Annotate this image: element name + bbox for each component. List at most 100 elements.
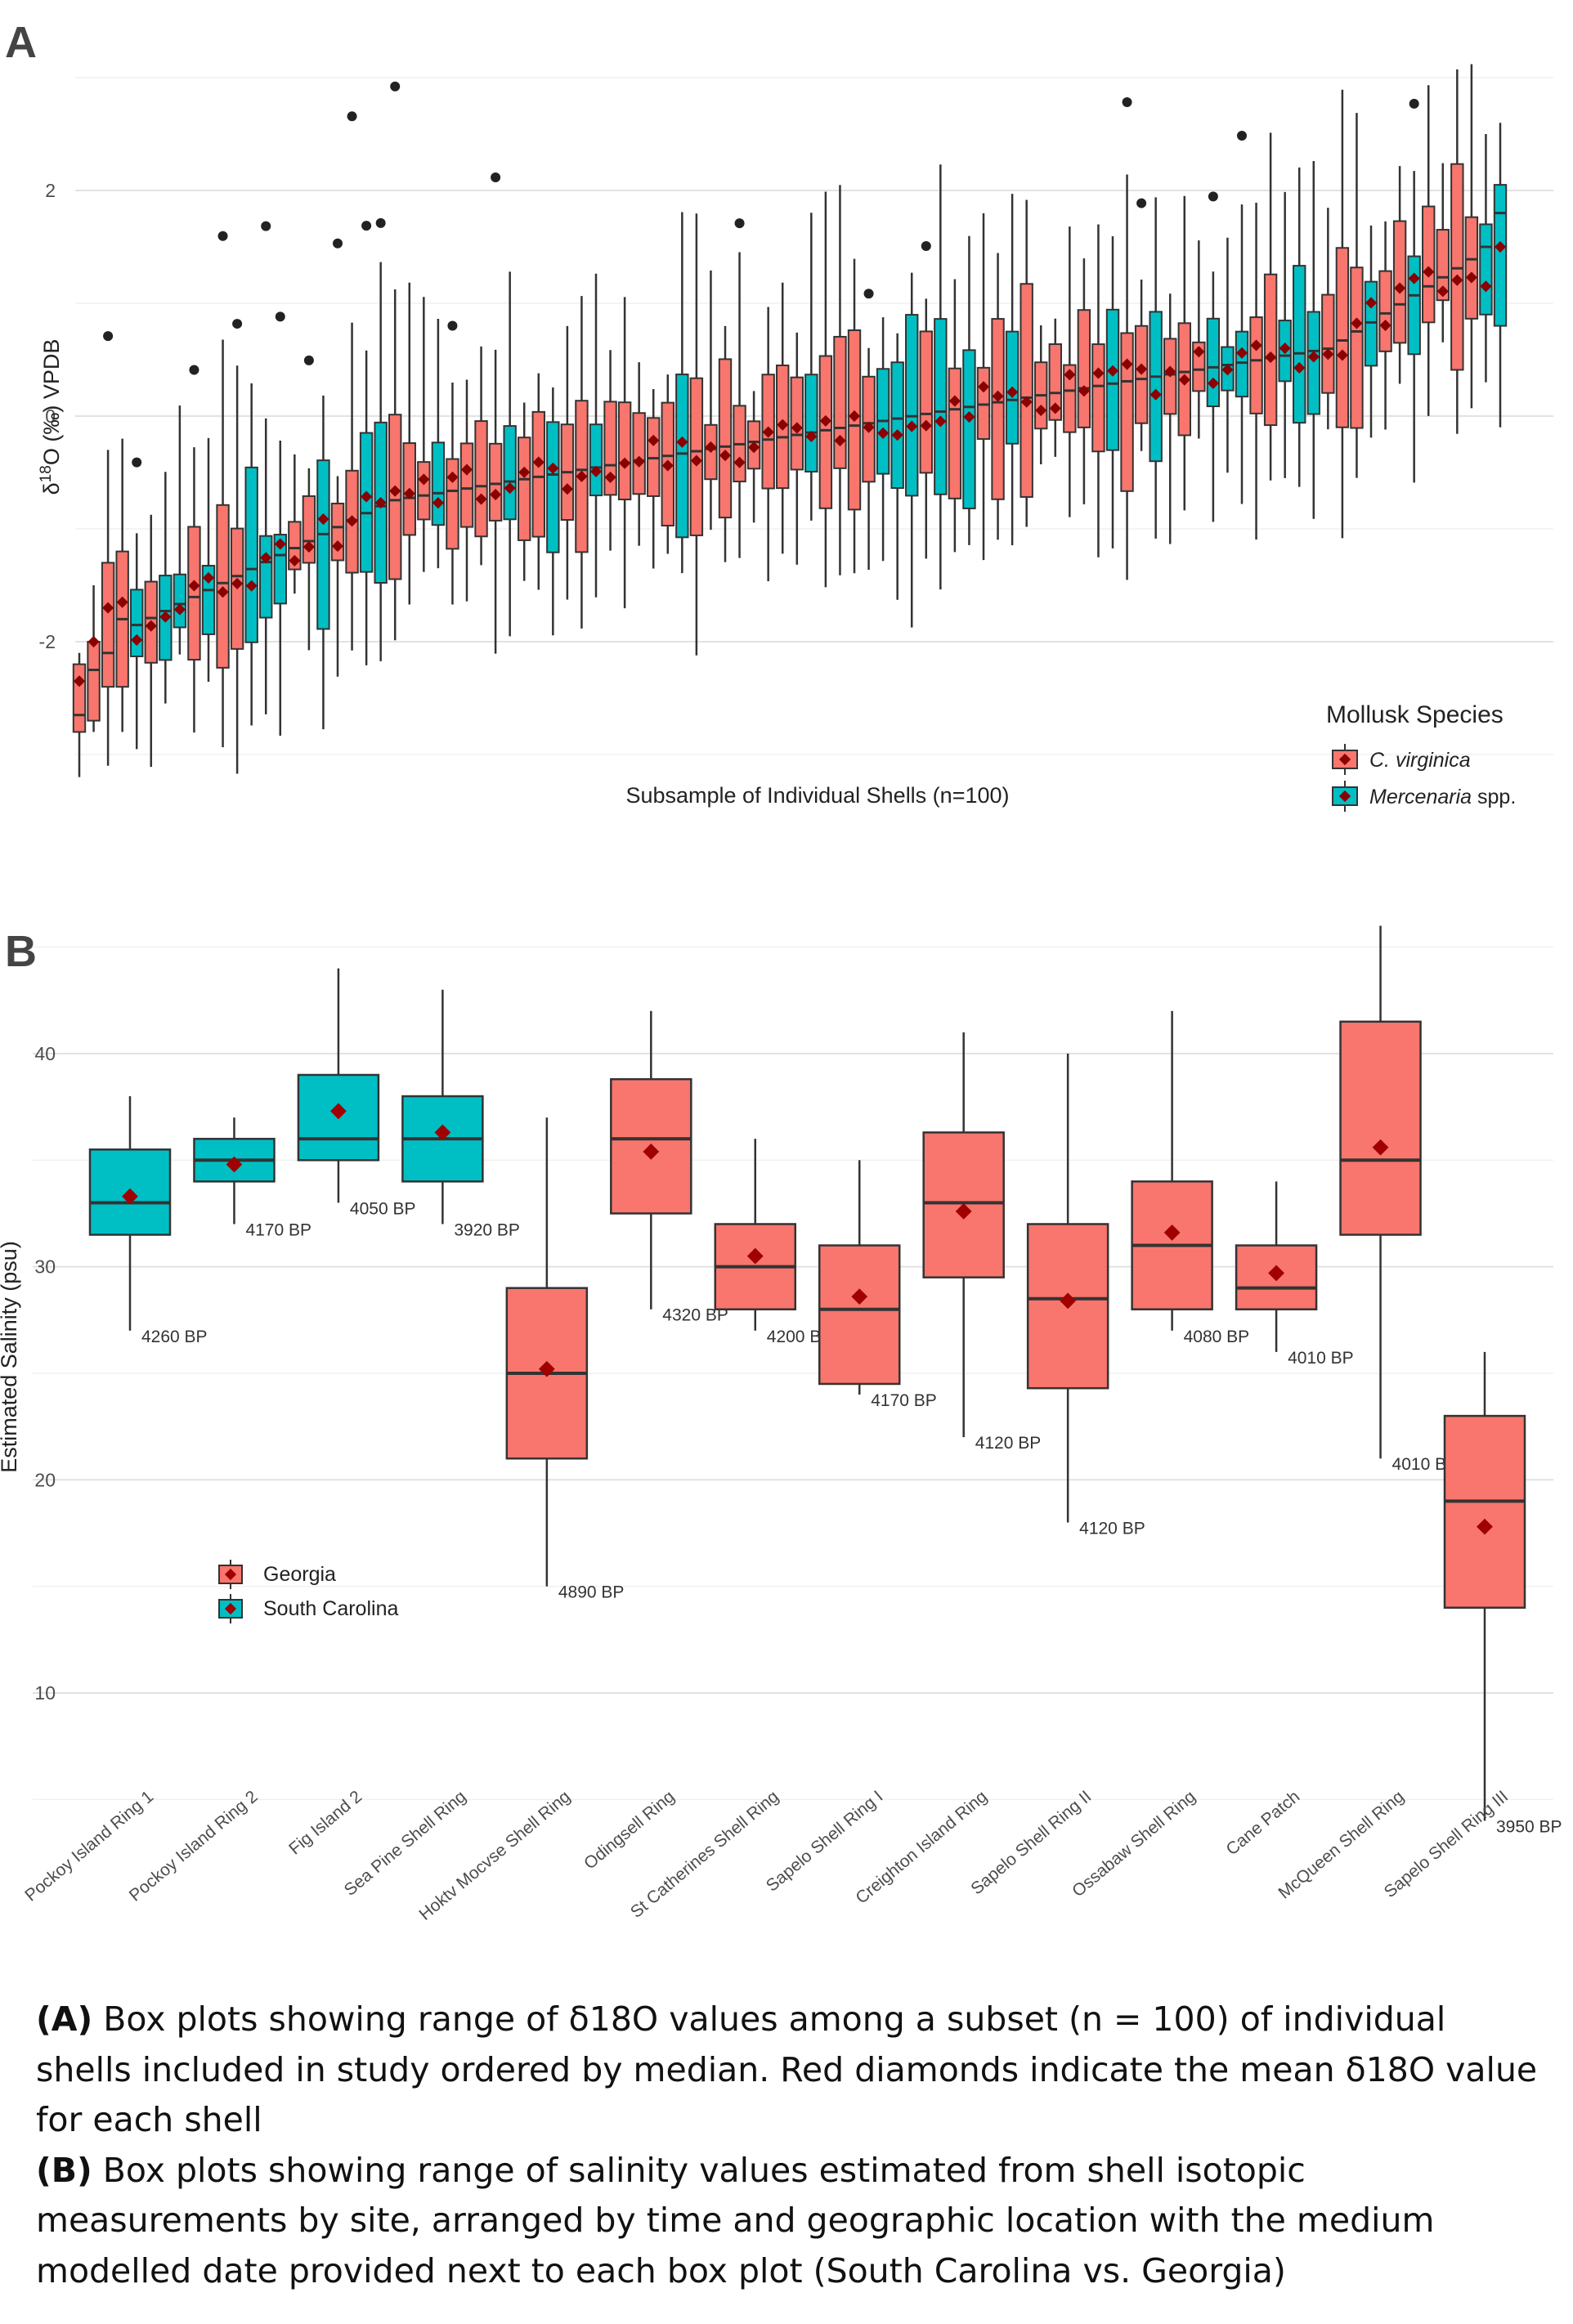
shell-iqr-box [1206, 317, 1221, 408]
shell-box [847, 258, 862, 574]
site-box: 3920 BP [401, 989, 520, 1239]
shell-box [746, 391, 761, 523]
shell-mean-marker [1451, 274, 1463, 286]
shell-mean-marker [1006, 386, 1019, 398]
shell-box [976, 213, 991, 561]
shell-box [589, 273, 603, 598]
shell-box [1192, 240, 1206, 439]
site-date-label: 4320 BP [662, 1306, 728, 1325]
shell-box [1293, 167, 1306, 487]
shell-box [919, 240, 933, 559]
shell-iqr-box [1048, 343, 1062, 421]
shell-mean-marker [432, 497, 444, 509]
shell-mean-marker [977, 381, 990, 393]
shell-mean-marker [173, 603, 186, 616]
shell-box [890, 333, 904, 600]
shell-mean-marker [676, 436, 688, 448]
shell-mean-marker [834, 434, 846, 447]
shell-iqr-box [991, 318, 1005, 500]
shell-box [144, 514, 158, 768]
shell-mean-marker [604, 471, 616, 483]
panel-a: A -2 0 2 δ18O (‰) VPDB Subsample of Indivi… [5, 18, 1553, 812]
shell-box [1479, 134, 1493, 383]
shell-iqr-box [890, 361, 904, 490]
shell-mean-marker [733, 456, 746, 468]
panel-b-boxes: 4260 BP 4170 BP 4050 BP 3920 BP 4890 BP 4320 … [88, 925, 1562, 1836]
shell-box [948, 279, 962, 553]
panel-b: B 10 20 30 40 Estimated Salinity (psu) 4260… [0, 925, 1562, 1924]
shell-mean-marker [361, 490, 373, 503]
shell-outlier [390, 81, 401, 92]
shell-box [1321, 208, 1335, 430]
shell-mean-marker [1078, 385, 1090, 397]
shell-mean-marker [648, 434, 660, 446]
site-mean-marker [643, 1143, 660, 1160]
panel-a-y-ticks: -2 0 2 [39, 180, 56, 652]
shell-box [115, 438, 129, 732]
shell-mean-marker [302, 540, 315, 553]
shell-mean-marker [1394, 282, 1406, 294]
shell-mean-marker [389, 485, 401, 497]
shell-mean-marker [331, 540, 344, 553]
shell-box [159, 472, 173, 704]
shell-mean-marker [446, 471, 459, 483]
shell-mean-marker [1235, 347, 1248, 359]
shell-iqr-box [617, 401, 632, 501]
shell-iqr-box [818, 355, 833, 509]
shell-outlier [261, 221, 271, 231]
shell-box [230, 319, 244, 774]
shell-mean-marker [102, 602, 114, 614]
shell-box [1105, 236, 1120, 549]
shell-mean-marker [877, 427, 890, 439]
shell-box [1221, 237, 1235, 473]
legend-title: Mollusk Species [1326, 701, 1504, 728]
shell-outlier [863, 289, 874, 299]
shell-box [216, 231, 230, 748]
shell-iqr-box [546, 421, 560, 553]
shell-mean-marker [145, 620, 157, 632]
site-date-label: 4890 BP [558, 1583, 625, 1602]
shell-mean-marker [1250, 339, 1262, 352]
shell-box [1206, 191, 1221, 522]
shell-box [675, 212, 689, 574]
shell-mean-marker [518, 466, 531, 478]
site-date-label: 4120 BP [975, 1434, 1042, 1453]
shell-mean-marker [805, 430, 818, 443]
shell-iqr-box [101, 562, 115, 688]
shell-iqr-box [1392, 220, 1407, 344]
site-box: 4890 BP [505, 1117, 625, 1602]
site-box: 4170 BP [818, 1160, 937, 1410]
shell-box [1063, 226, 1077, 517]
shell-iqr-box [1293, 265, 1306, 424]
shell-mean-marker [705, 441, 717, 454]
panel-b-legend: Georgia South Carolina [218, 1560, 398, 1623]
shell-box [259, 221, 273, 714]
shell-box [503, 271, 517, 637]
site-mean-marker [122, 1188, 138, 1205]
site-box: 4200 BP [714, 1139, 832, 1346]
shell-mean-marker [1379, 319, 1392, 332]
shell-box [374, 217, 388, 661]
shell-box [173, 405, 187, 655]
site-mean-marker [1163, 1224, 1181, 1241]
site-box: 4320 BP [610, 1010, 728, 1325]
shell-iqr-box [1249, 316, 1263, 414]
site-mean-marker [1268, 1265, 1284, 1282]
shell-iqr-box [1306, 311, 1320, 415]
shell-box [1077, 258, 1091, 504]
shell-box [130, 457, 144, 750]
panel-b-y-ticks: 10 20 30 40 [34, 1043, 56, 1704]
shell-iqr-box [919, 330, 933, 474]
shell-mean-marker [1020, 396, 1033, 408]
site-date-label: 4120 BP [1079, 1519, 1145, 1538]
site-iqr-box [1443, 1414, 1526, 1609]
shell-box [1335, 89, 1350, 539]
shell-box [1450, 69, 1464, 434]
caption-b-label: (B) [36, 2150, 92, 2190]
site-box: 4010 BP [1235, 1181, 1354, 1368]
shell-mean-marker [289, 554, 301, 567]
shell-iqr-box [1479, 223, 1493, 316]
shell-mean-marker [490, 488, 502, 501]
shell-mean-marker [1207, 377, 1219, 389]
shell-mean-marker [1480, 280, 1492, 293]
